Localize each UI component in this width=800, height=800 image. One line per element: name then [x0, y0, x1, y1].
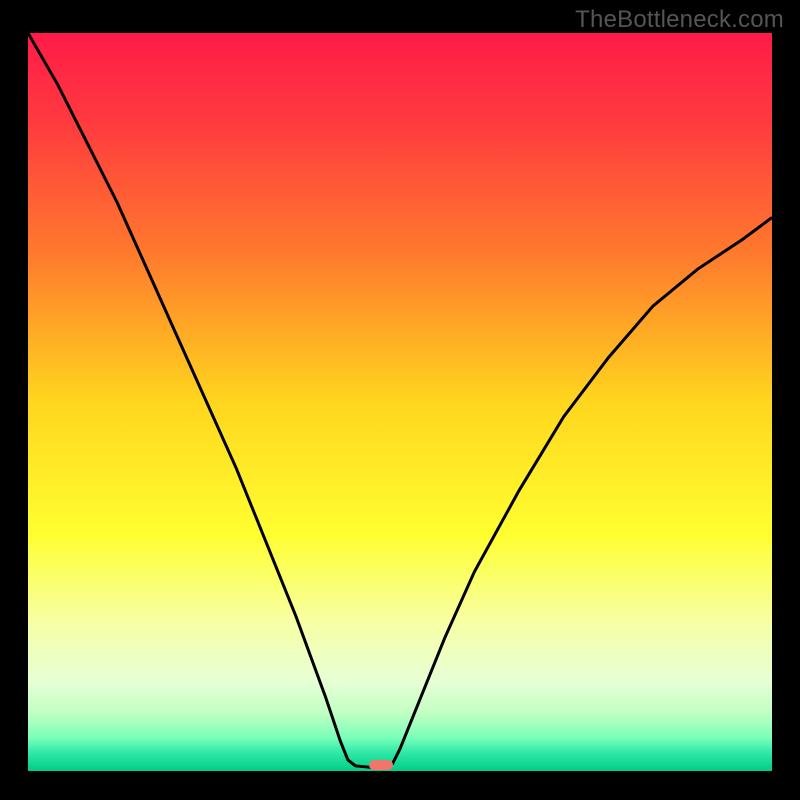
- bottleneck-curve: [28, 33, 772, 771]
- watermark-text: TheBottleneck.com: [575, 6, 784, 34]
- optimum-marker: [369, 760, 393, 770]
- chart-frame: TheBottleneck.com: [0, 0, 800, 800]
- plot-area: [28, 33, 772, 771]
- plot-background: [28, 33, 772, 771]
